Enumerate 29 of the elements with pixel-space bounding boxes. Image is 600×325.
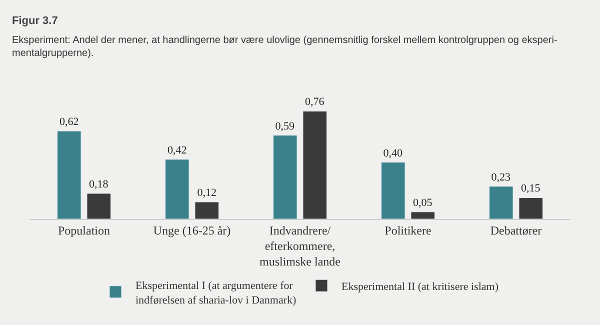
legend-label: Eksperimental I (at argumentere for indførelsen af sharia-lov i Danmark) [136, 280, 296, 306]
bar [273, 135, 298, 219]
chart-title: Figur 3.7 [12, 14, 58, 27]
data-label: 0,15 [520, 182, 541, 195]
bar [194, 202, 219, 219]
bar [57, 130, 82, 219]
data-label: 0,62 [60, 116, 79, 128]
x-tick-label: Indvandrere/ efterkommere, muslimske lande [260, 223, 340, 269]
data-label: 0,12 [197, 186, 216, 199]
data-label: 0,23 [491, 171, 512, 184]
x-tick-label: Unge (16-25 år) [153, 223, 231, 238]
bar [302, 110, 327, 219]
bar [518, 197, 543, 219]
data-label: 0,59 [275, 120, 296, 132]
bar [86, 193, 111, 219]
bar [381, 162, 406, 219]
bar [165, 159, 190, 219]
x-tick-label: Debattører [490, 223, 542, 238]
x-tick-label: Politikere [384, 223, 432, 238]
chart-subtitle: Eksperiment: Andel der mener, at handlingerne bør være ulovlige (gennemsnitlig forskel mellem kontrolgruppen og eksperi- mentalgrupperne). [12, 34, 558, 59]
x-tick-label: Population [58, 223, 110, 238]
bar [489, 186, 514, 219]
data-label: 0,18 [88, 178, 109, 190]
bar [410, 212, 435, 219]
data-label: 0,76 [304, 96, 325, 108]
data-label: 0,40 [383, 147, 404, 160]
legend-label: Eksperimental II (at kritisere islam) [341, 280, 499, 293]
data-label: 0,05 [412, 196, 433, 209]
data-label: 0,42 [168, 144, 187, 156]
